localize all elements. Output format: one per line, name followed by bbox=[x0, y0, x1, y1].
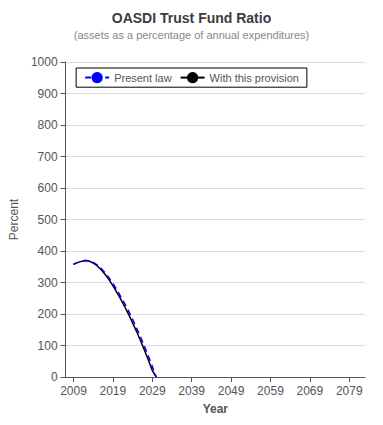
svg-text:200: 200 bbox=[38, 307, 58, 321]
svg-text:400: 400 bbox=[38, 244, 58, 258]
svg-text:500: 500 bbox=[38, 213, 58, 227]
svg-text:1000: 1000 bbox=[31, 55, 58, 69]
svg-text:2059: 2059 bbox=[257, 384, 284, 398]
svg-text:2049: 2049 bbox=[218, 384, 245, 398]
svg-text:Percent: Percent bbox=[7, 198, 21, 240]
svg-text:2039: 2039 bbox=[178, 384, 205, 398]
svg-text:2009: 2009 bbox=[60, 384, 87, 398]
svg-text:0: 0 bbox=[51, 370, 58, 384]
svg-text:900: 900 bbox=[38, 87, 58, 101]
svg-text:2019: 2019 bbox=[100, 384, 127, 398]
svg-text:Present law: Present law bbox=[114, 72, 172, 84]
svg-text:100: 100 bbox=[38, 339, 58, 353]
svg-text:2079: 2079 bbox=[336, 384, 363, 398]
svg-text:Year: Year bbox=[203, 402, 229, 416]
svg-text:OASDI Trust Fund Ratio: OASDI Trust Fund Ratio bbox=[112, 10, 271, 26]
svg-text:700: 700 bbox=[38, 150, 58, 164]
svg-text:(assets as a percentage of ann: (assets as a percentage of annual expend… bbox=[74, 29, 309, 41]
svg-text:800: 800 bbox=[38, 118, 58, 132]
svg-text:With this provision: With this provision bbox=[210, 72, 299, 84]
svg-text:2029: 2029 bbox=[139, 384, 166, 398]
svg-text:300: 300 bbox=[38, 276, 58, 290]
svg-text:600: 600 bbox=[38, 181, 58, 195]
svg-text:2069: 2069 bbox=[296, 384, 323, 398]
